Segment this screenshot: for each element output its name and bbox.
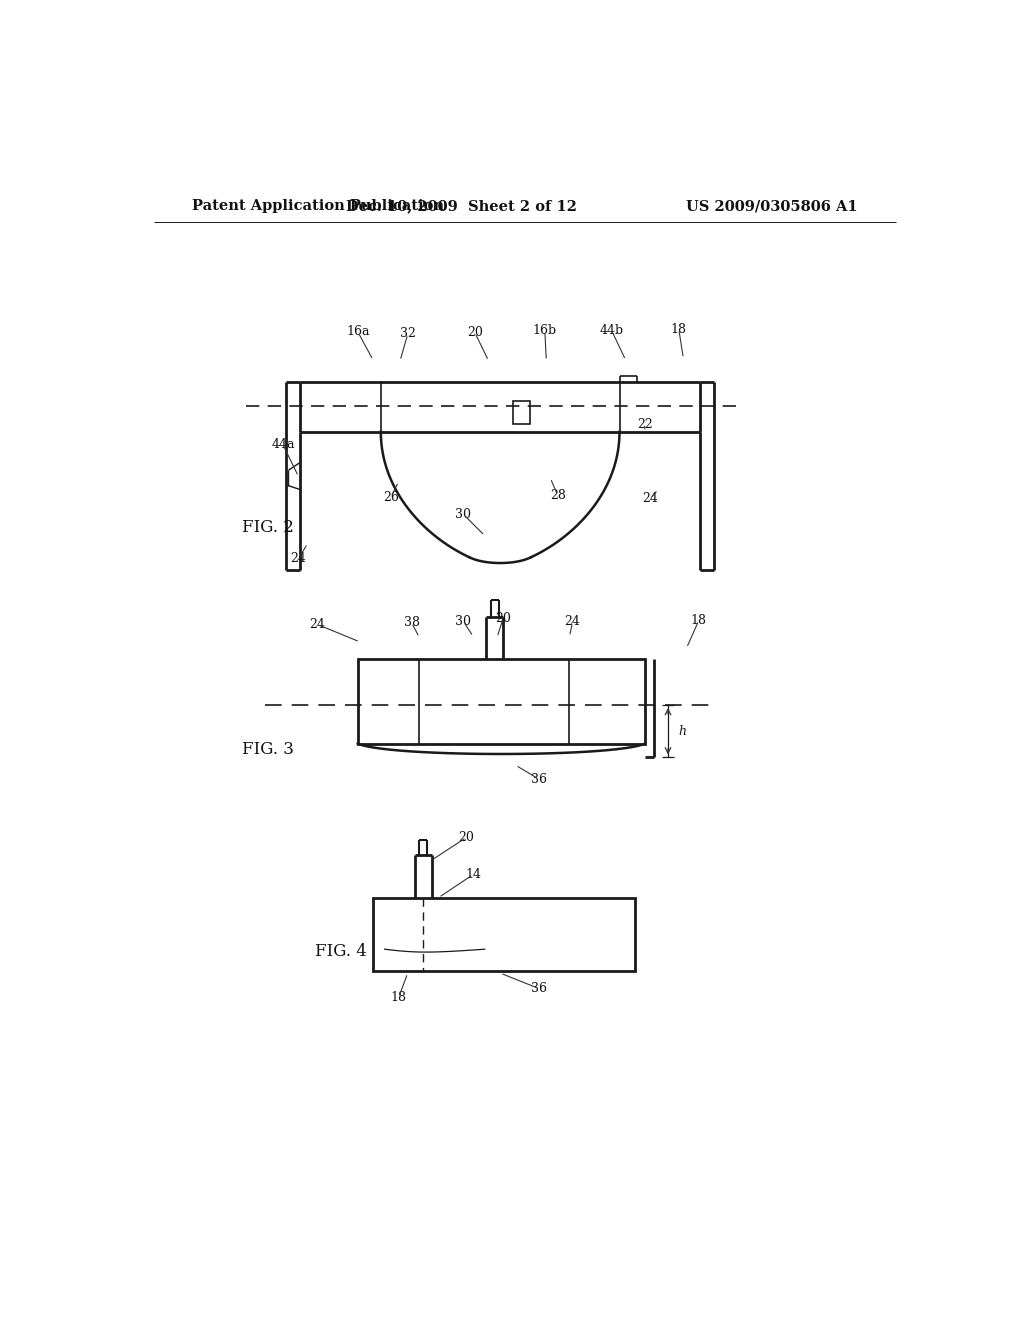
Text: Dec. 10, 2009  Sheet 2 of 12: Dec. 10, 2009 Sheet 2 of 12 [346, 199, 578, 213]
Text: 36: 36 [530, 772, 547, 785]
Text: FIG. 2: FIG. 2 [243, 520, 294, 536]
Text: US 2009/0305806 A1: US 2009/0305806 A1 [686, 199, 857, 213]
Text: 16a: 16a [346, 325, 370, 338]
Text: 18: 18 [390, 991, 407, 1005]
Text: FIG. 4: FIG. 4 [315, 942, 368, 960]
Text: 44b: 44b [600, 325, 624, 338]
Text: 28: 28 [550, 490, 566, 502]
Text: Patent Application Publication: Patent Application Publication [193, 199, 444, 213]
Text: 30: 30 [456, 508, 471, 520]
Bar [357, 659, 645, 743]
Text: 26: 26 [383, 491, 398, 504]
Text: 38: 38 [403, 616, 420, 630]
Text: 44a: 44a [271, 438, 295, 451]
Text: h: h [679, 725, 687, 738]
Text: 24: 24 [642, 492, 658, 506]
Text: 14: 14 [465, 869, 481, 880]
Text: 32: 32 [399, 327, 416, 341]
Bar [373, 898, 635, 970]
Text: 18: 18 [671, 323, 687, 335]
Bar [513, 401, 530, 424]
Text: 16b: 16b [532, 325, 557, 338]
Text: 22: 22 [637, 417, 652, 430]
Text: 30: 30 [456, 615, 471, 628]
Text: 24: 24 [309, 618, 325, 631]
Text: 20: 20 [459, 832, 474, 843]
Text: 18: 18 [691, 614, 707, 627]
Text: 20: 20 [496, 611, 511, 624]
Text: 24: 24 [564, 615, 581, 628]
Text: FIG. 3: FIG. 3 [243, 742, 294, 758]
Text: 20: 20 [467, 326, 482, 339]
Text: 24: 24 [291, 552, 306, 565]
Text: 36: 36 [530, 982, 547, 995]
